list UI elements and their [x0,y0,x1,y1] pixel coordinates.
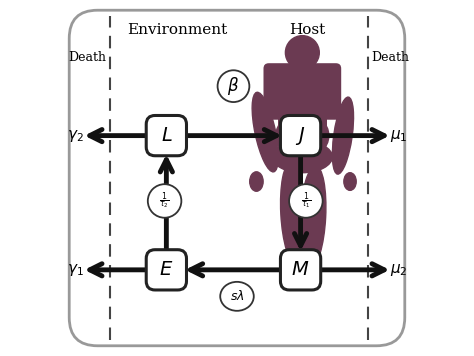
FancyBboxPatch shape [264,63,341,120]
Ellipse shape [273,141,332,173]
Text: $\beta$: $\beta$ [228,75,239,97]
Text: $J$: $J$ [295,125,306,147]
Ellipse shape [332,97,354,174]
Text: $\mu_2$: $\mu_2$ [390,262,408,278]
Ellipse shape [218,70,249,102]
FancyBboxPatch shape [281,115,321,156]
Text: $\mu_1$: $\mu_1$ [390,127,408,143]
Ellipse shape [220,282,254,311]
Circle shape [285,36,319,69]
Text: Death: Death [68,51,106,64]
Text: Host: Host [290,23,326,37]
Ellipse shape [281,162,307,265]
Text: $\frac{1}{\tau_2}$: $\frac{1}{\tau_2}$ [159,190,170,211]
Text: $\frac{1}{\tau_1}$: $\frac{1}{\tau_1}$ [301,190,311,211]
Text: $\gamma_2$: $\gamma_2$ [67,127,84,143]
FancyBboxPatch shape [69,10,405,346]
FancyBboxPatch shape [146,115,186,156]
Ellipse shape [250,172,263,191]
Ellipse shape [300,166,326,268]
Ellipse shape [148,184,182,218]
Ellipse shape [344,173,356,190]
Ellipse shape [289,184,323,218]
FancyBboxPatch shape [278,111,327,143]
Text: $s\lambda$: $s\lambda$ [230,289,244,303]
Text: $E$: $E$ [159,261,173,279]
Text: $\gamma_1$: $\gamma_1$ [67,262,84,278]
FancyBboxPatch shape [296,58,309,72]
FancyBboxPatch shape [281,250,321,290]
Text: Death: Death [372,51,410,64]
Text: $L$: $L$ [161,127,172,145]
Ellipse shape [276,112,329,158]
Text: Environment: Environment [127,23,227,37]
FancyBboxPatch shape [146,250,186,290]
Ellipse shape [252,92,278,172]
Text: $M$: $M$ [292,261,310,279]
